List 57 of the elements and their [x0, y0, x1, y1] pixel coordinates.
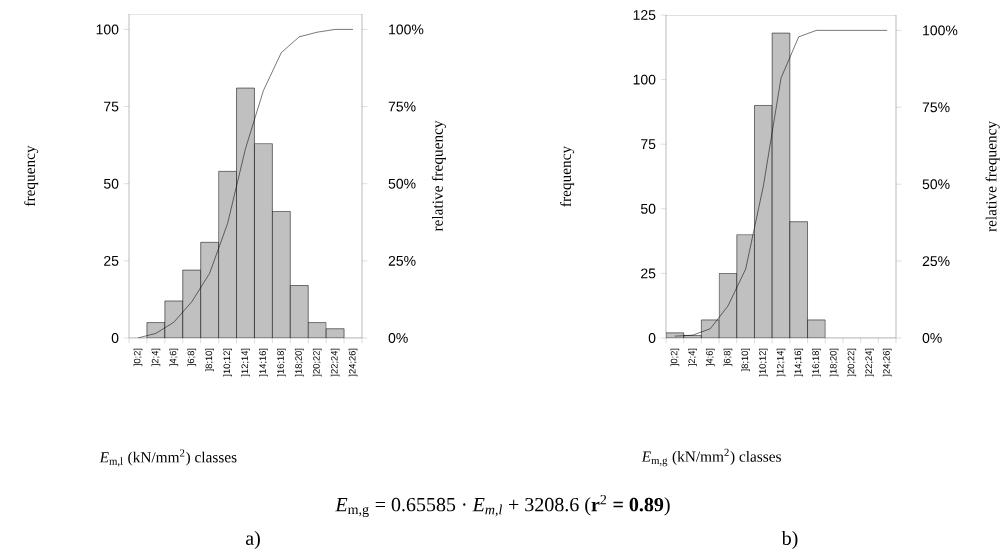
y2-tick-label: 0% [922, 333, 942, 343]
x-axis-title: E$_{m,g}$ (kN/mm$^{2}$) classes [641, 448, 781, 467]
x-tick-label: ]0;2] [133, 348, 143, 367]
x-tick-label: ]24;26] [348, 348, 358, 377]
x-tick-label: ]24;26] [882, 348, 892, 377]
y-tick-label: 75 [104, 101, 119, 112]
y-tick-label: 100 [633, 74, 656, 85]
y2-tick-label: 75% [922, 102, 950, 113]
x-tick-label: ]22;24] [865, 348, 874, 377]
y2-tick-label: 25% [388, 255, 416, 266]
y-tick-label: 25 [104, 255, 119, 266]
x-tick-label: ]4;6] [705, 348, 715, 367]
x-axis-title: E$_{m,l}$ (kN/mm$^{2}$) classes [99, 449, 237, 467]
y-axis-title: frequency [560, 145, 575, 207]
y2-tick-label: 75% [388, 101, 416, 112]
x-tick-label: ]18;20] [294, 348, 304, 377]
y2-axis-title: relative frequency [985, 120, 1000, 232]
x-tick-label: ]6;8] [187, 348, 197, 367]
text: b) [781, 530, 798, 550]
x-tick-label: ]20;22] [847, 348, 857, 377]
y2-tick-label: 50% [388, 178, 416, 189]
x-tick-label: ]12;14] [776, 348, 786, 377]
y-tick-label: 75 [641, 139, 656, 150]
y2-tick-label: 25% [922, 256, 950, 267]
x-tick-label: ]22;24] [330, 348, 340, 377]
x-tick-label: ]10;12] [758, 348, 768, 377]
y-tick-label: 100 [96, 24, 119, 35]
y2-tick-label: 0% [388, 333, 408, 343]
x-tick-label: ]8;10] [741, 348, 750, 372]
y2-axis-title: relative frequency [431, 120, 446, 232]
y2-tick-label: 100% [923, 25, 958, 36]
x-tick-label: ]0;2] [670, 348, 680, 367]
line-series [137, 29, 354, 338]
y-tick-label: 125 [633, 10, 656, 20]
y-axis-title: frequency [24, 145, 39, 207]
x-tick-label: ]20;22] [312, 348, 322, 377]
text: E$_{m,g}$ = 0.65585 · E$_{m,l}$ + 3208.6 (r$^{2}$ = 0.89) [335, 494, 670, 518]
y-tick-label: 0 [111, 333, 119, 343]
x-tick-label: ]2;4] [151, 348, 161, 367]
x-tick-label: ]16;18] [277, 348, 286, 377]
y-tick-label: 50 [103, 178, 119, 189]
text: a) [245, 530, 260, 550]
x-tick-label: ]18;20] [829, 348, 839, 377]
y-tick-label: 0 [648, 333, 656, 343]
x-tick-label: ]16;18] [812, 348, 821, 377]
y2-tick-label: 50% [922, 179, 950, 190]
x-tick-label: ]4;6] [169, 348, 179, 367]
x-tick-label: ]12;14] [241, 348, 250, 377]
x-tick-label: ]8;10] [205, 348, 215, 372]
x-tick-label: ]2;4] [688, 348, 697, 367]
x-tick-label: ]10;12] [223, 348, 232, 377]
y-tick-label: 50 [640, 203, 656, 214]
x-tick-label: ]14;16] [259, 348, 268, 377]
y-tick-label: 25 [641, 268, 656, 279]
x-tick-label: ]6;8] [723, 348, 733, 367]
y2-tick-label: 100% [389, 24, 424, 35]
x-tick-label: ]14;16] [794, 348, 804, 377]
